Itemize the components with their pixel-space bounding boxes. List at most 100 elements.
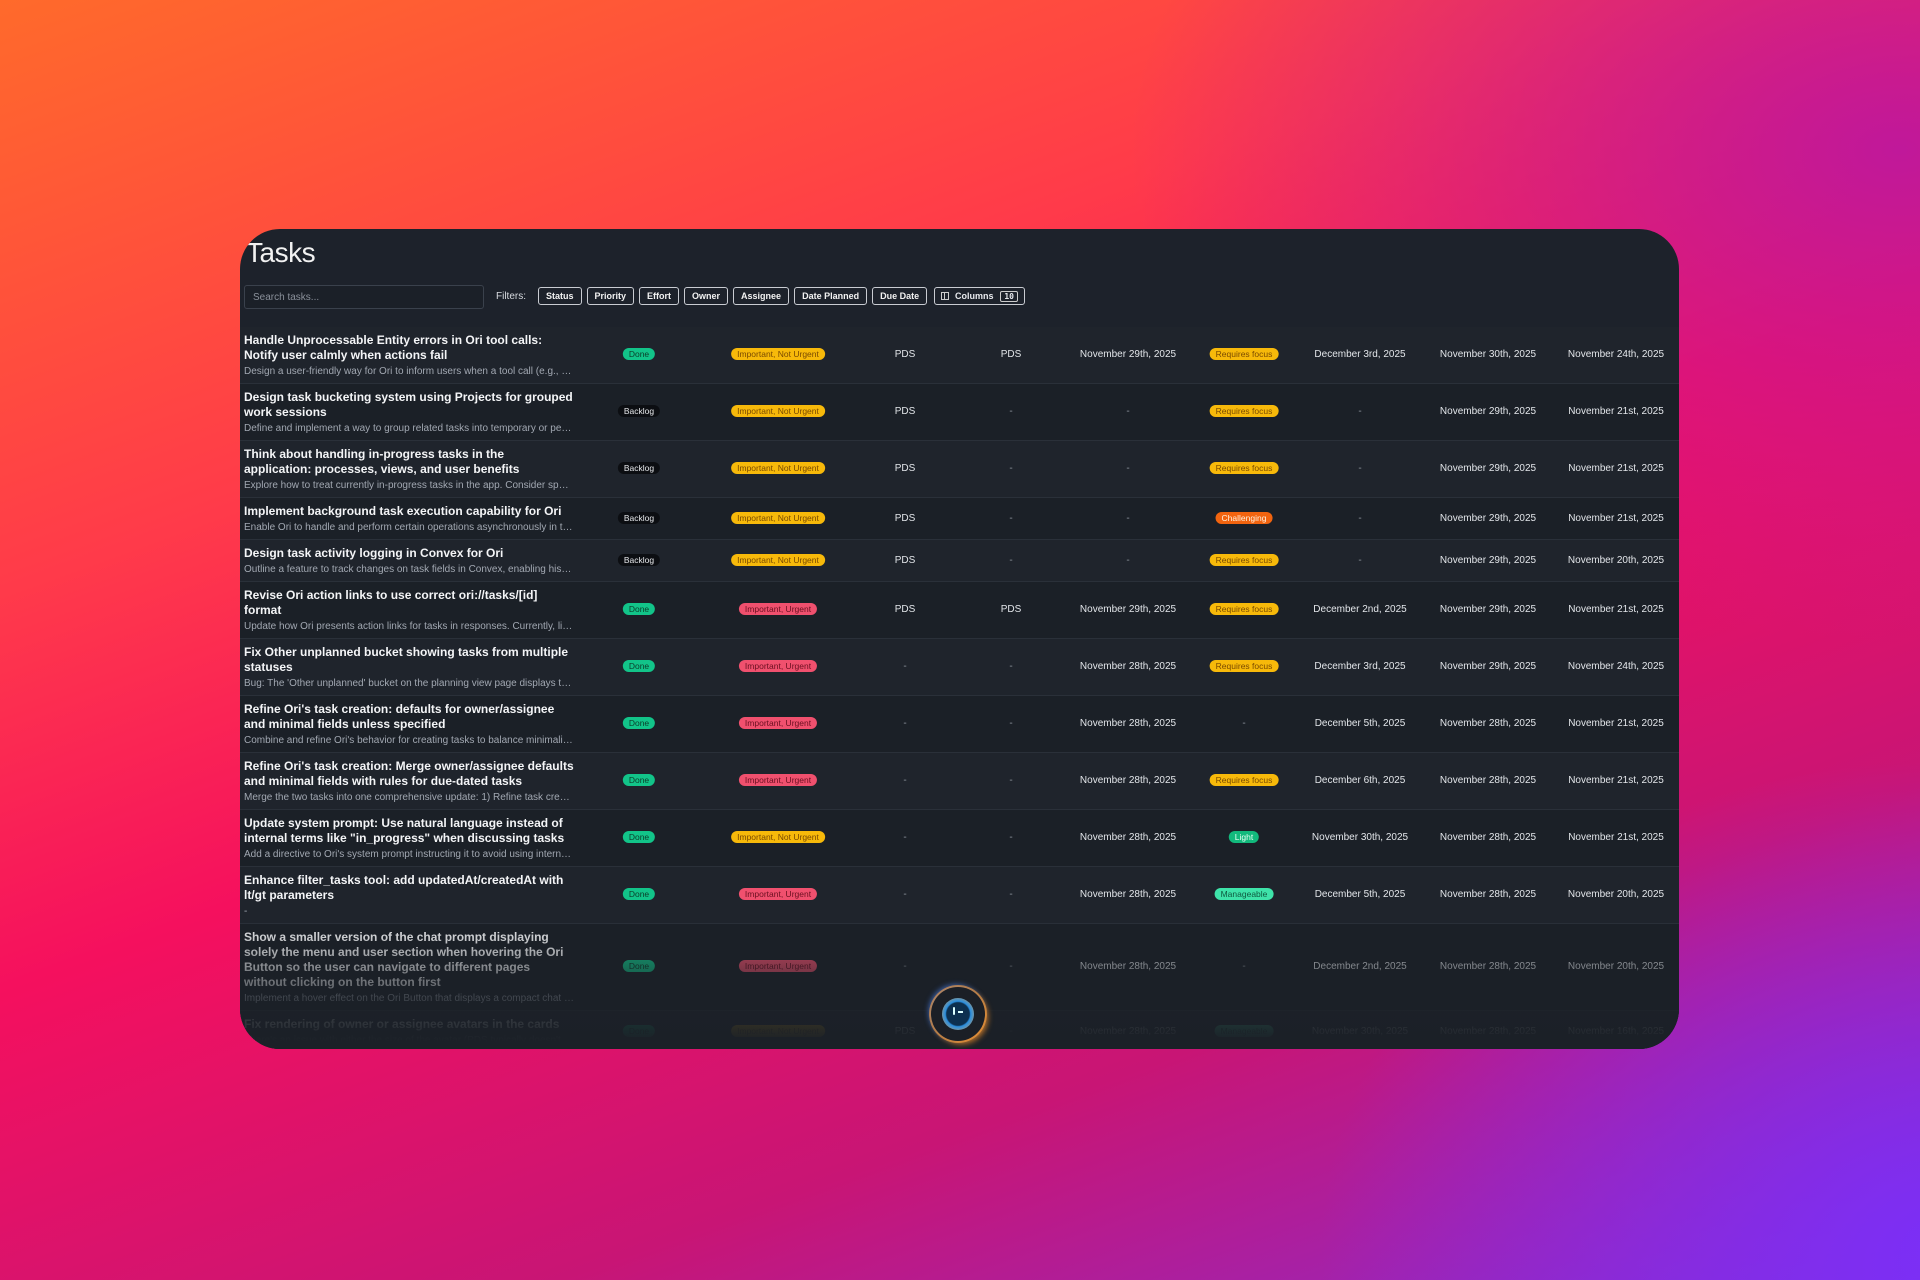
cell-planned: November 28th, 2025 — [1080, 774, 1176, 788]
task-row[interactable]: Think about handling in-progress tasks i… — [240, 441, 1679, 498]
cell-effort: Requires focus — [1209, 462, 1279, 476]
assignee-value: - — [1009, 463, 1013, 474]
c9-value: November 28th, 2025 — [1439, 1025, 1537, 1037]
cell-status: Done — [622, 831, 656, 845]
filter-assignee-button[interactable]: Assignee — [733, 287, 790, 305]
task-title-cell: Refine Ori's task creation: Merge owner/… — [244, 759, 574, 803]
cell-due: - — [1358, 462, 1361, 476]
cell-status: Backlog — [617, 553, 661, 568]
filter-effort-button[interactable]: Effort — [639, 287, 680, 305]
cell-effort: - — [1242, 960, 1245, 974]
task-title[interactable]: Fix Other unplanned bucket showing tasks… — [244, 645, 569, 674]
task-title[interactable]: Implement background task execution capa… — [244, 504, 562, 518]
task-title[interactable]: Handle Unprocessable Entity errors in Or… — [244, 333, 543, 362]
ori-face-icon — [942, 998, 974, 1030]
task-title[interactable]: Refine Ori's task creation: defaults for… — [244, 702, 555, 731]
due-value: December 6th, 2025 — [1314, 775, 1406, 786]
due-value: December 2nd, 2025 — [1313, 604, 1407, 615]
due-value: December 3rd, 2025 — [1314, 661, 1406, 672]
status-badge: Backlog — [617, 462, 661, 474]
task-title[interactable]: Update system prompt: Use natural langua… — [244, 816, 565, 845]
owner-value: - — [903, 718, 907, 729]
task-row[interactable]: Update system prompt: Use natural langua… — [240, 810, 1679, 867]
cell-planned: - — [1126, 462, 1129, 476]
priority-badge: Important, Urgent — [738, 717, 818, 729]
cell-status: Done — [622, 603, 656, 617]
cell-priority: Important, Urgent — [738, 603, 818, 617]
cell-planned: November 28th, 2025 — [1080, 831, 1176, 845]
owner-value: PDS — [894, 604, 916, 615]
c9-value: November 28th, 2025 — [1439, 775, 1537, 786]
cell-c9: November 29th, 2025 — [1440, 603, 1536, 617]
filter-due-date-button[interactable]: Due Date — [872, 287, 928, 305]
task-row[interactable]: Handle Unprocessable Entity errors in Or… — [240, 327, 1679, 384]
cell-c9: November 29th, 2025 — [1440, 660, 1536, 674]
cell-due: November 30th, 2025 — [1312, 831, 1408, 845]
task-title[interactable]: Think about handling in-progress tasks i… — [244, 447, 520, 476]
search-input[interactable] — [244, 285, 484, 309]
cell-assignee: - — [1009, 462, 1012, 476]
cell-c9: November 29th, 2025 — [1440, 554, 1536, 568]
task-row[interactable]: Design task bucketing system using Proje… — [240, 384, 1679, 441]
filters-label: Filters: — [496, 291, 526, 302]
task-title[interactable]: Revise Ori action links to use correct o… — [244, 588, 538, 617]
task-row[interactable]: Refine Ori's task creation: Merge owner/… — [240, 753, 1679, 810]
c10-value: November 20th, 2025 — [1567, 889, 1665, 900]
effort-badge: Challenging — [1215, 511, 1273, 524]
cell-assignee: - — [1009, 831, 1012, 845]
c9-value: November 29th, 2025 — [1439, 554, 1537, 566]
status-badge: Done — [622, 888, 656, 900]
c10-value: November 24th, 2025 — [1567, 349, 1665, 360]
task-title[interactable]: Fix rendering of owner or assignee avata… — [244, 1017, 560, 1031]
cell-owner: - — [903, 660, 906, 674]
assignee-value: - — [1009, 889, 1013, 900]
task-row[interactable]: Implement background task execution capa… — [240, 498, 1679, 540]
task-description: Add a directive to Ori's system prompt i… — [244, 849, 574, 860]
filter-status-button[interactable]: Status — [538, 287, 582, 305]
c9-value: November 29th, 2025 — [1439, 463, 1537, 474]
c9-value: November 29th, 2025 — [1439, 604, 1537, 615]
due-value: November 30th, 2025 — [1311, 1025, 1409, 1037]
task-title[interactable]: Design task activity logging in Convex f… — [244, 546, 504, 560]
cell-assignee: - — [1009, 774, 1012, 788]
cell-priority: Important, Not Urgent — [731, 462, 825, 476]
status-badge: Backlog — [617, 511, 661, 524]
filter-date-planned-button[interactable]: Date Planned — [794, 287, 868, 305]
effort-badge: Manageable — [1214, 1024, 1274, 1037]
cell-assignee: - — [1009, 512, 1012, 526]
planned-value: - — [1126, 406, 1130, 417]
task-row[interactable]: Fix Other unplanned bucket showing tasks… — [240, 639, 1679, 696]
cell-effort: Requires focus — [1209, 660, 1279, 674]
cell-due: November 30th, 2025 — [1312, 1025, 1408, 1039]
c9-value: November 29th, 2025 — [1439, 512, 1537, 524]
status-badge: Done — [622, 660, 656, 672]
ori-assistant-button[interactable] — [931, 987, 985, 1041]
owner-value: PDS — [894, 512, 916, 524]
task-title[interactable]: Show a smaller version of the chat promp… — [244, 930, 564, 989]
task-title[interactable]: Design task bucketing system using Proje… — [244, 390, 573, 419]
task-row[interactable]: Refine Ori's task creation: defaults for… — [240, 696, 1679, 753]
task-description: Implement a hover effect on the Ori Butt… — [244, 993, 574, 1004]
status-badge: Done — [622, 603, 656, 615]
task-title[interactable]: Enhance filter_tasks tool: add updatedAt… — [244, 873, 564, 902]
planned-value: November 29th, 2025 — [1079, 604, 1177, 615]
columns-button[interactable]: Columns 10 — [934, 287, 1025, 305]
cell-due: December 3rd, 2025 — [1314, 660, 1405, 674]
cell-effort: Manageable — [1214, 888, 1274, 902]
due-value: - — [1358, 406, 1362, 417]
cell-c10: November 16th, 2025 — [1568, 1025, 1664, 1039]
cell-planned: November 28th, 2025 — [1080, 1025, 1176, 1039]
status-badge: Done — [622, 831, 656, 843]
filter-owner-button[interactable]: Owner — [684, 287, 729, 305]
task-row[interactable]: Revise Ori action links to use correct o… — [240, 582, 1679, 639]
cell-status: Done — [622, 348, 656, 362]
task-row[interactable]: Enhance filter_tasks tool: add updatedAt… — [240, 867, 1679, 924]
planned-value: - — [1126, 512, 1130, 524]
filter-priority-button[interactable]: Priority — [586, 287, 635, 305]
cell-status: Done — [622, 774, 656, 788]
cell-planned: November 28th, 2025 — [1080, 888, 1176, 902]
c10-value: November 16th, 2025 — [1567, 1025, 1665, 1037]
cell-due: December 5th, 2025 — [1315, 888, 1406, 902]
task-title[interactable]: Refine Ori's task creation: Merge owner/… — [244, 759, 574, 788]
task-row[interactable]: Design task activity logging in Convex f… — [240, 540, 1679, 582]
